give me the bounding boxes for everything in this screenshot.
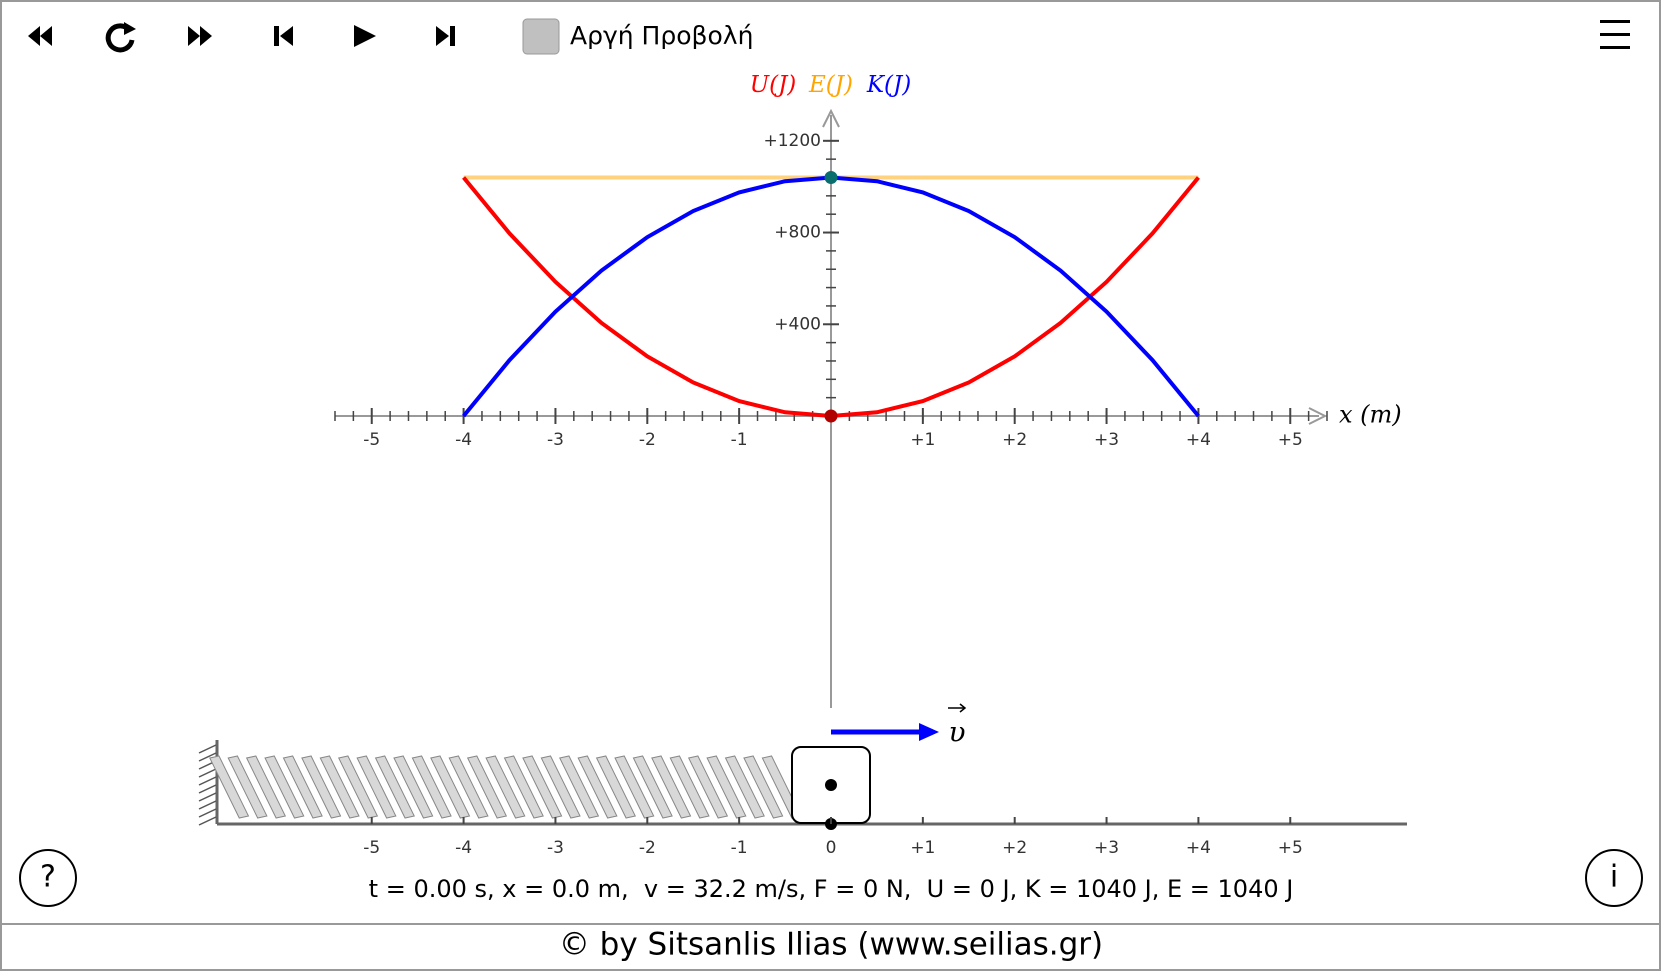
y-tick-label: +400 — [774, 314, 821, 334]
current-point — [824, 409, 838, 423]
x-tick-label: +4 — [1186, 430, 1211, 450]
x-tick-label: +5 — [1278, 430, 1303, 450]
spring-coil — [651, 755, 692, 819]
spring-coil — [209, 755, 250, 819]
wall-hatch — [198, 752, 217, 762]
ruler-tick-label: +2 — [1002, 838, 1027, 858]
spring-coil — [485, 755, 526, 819]
spring-coil — [559, 755, 600, 819]
checkbox-label[interactable]: Αργή Προβολή — [570, 21, 753, 50]
spring-coil — [356, 755, 397, 819]
step-back-button[interactable] — [274, 26, 293, 46]
x-tick-label: -4 — [455, 430, 472, 450]
fast-forward-button[interactable] — [188, 26, 212, 46]
ruler-tick-label: -4 — [455, 838, 472, 858]
current-point — [824, 171, 838, 185]
x-tick-label: -1 — [731, 430, 748, 450]
rewind-button[interactable] — [28, 26, 52, 46]
spring-coil — [227, 755, 268, 819]
spring-coil — [743, 755, 784, 819]
spring-coil — [448, 755, 489, 819]
info-button[interactable] — [1585, 849, 1643, 907]
spring-coil — [595, 755, 637, 819]
x-tick-label: -5 — [363, 430, 380, 450]
spring-coil — [245, 755, 287, 819]
help-icon[interactable]: ? — [40, 860, 56, 895]
x-axis-arrow — [1308, 407, 1328, 425]
wall-hatch — [198, 792, 217, 802]
spring-coil — [540, 755, 581, 819]
velocity-vector-sign — [948, 703, 967, 713]
toolbar: Αργή Προβολή — [28, 18, 1630, 55]
y-tick-label: +1200 — [763, 131, 821, 151]
spring-coil — [577, 755, 618, 819]
spring-coil — [724, 755, 765, 819]
wall-hatch — [198, 784, 217, 794]
spring-coil — [669, 755, 710, 819]
x-tick-label: +2 — [1002, 430, 1027, 450]
spring-coil — [301, 755, 342, 819]
spring-coil — [687, 755, 729, 819]
mass-center — [825, 779, 837, 791]
x-tick-label: +1 — [910, 430, 935, 450]
ruler-tick-label: +1 — [910, 838, 935, 858]
wall-hatch — [198, 776, 217, 786]
wall-hatch — [198, 800, 217, 810]
spring-coil — [632, 755, 673, 819]
legend-entry: E(J) — [808, 72, 853, 98]
footer-text: © by Sitsanlis Ilias (www.seilias.gr) — [559, 927, 1103, 963]
spring-coil — [503, 755, 544, 819]
ruler-tick-label: -3 — [547, 838, 564, 858]
spring-coil — [337, 755, 379, 819]
ruler-tick-label: +5 — [1278, 838, 1303, 858]
slow-motion-checkbox[interactable] — [522, 18, 560, 55]
spring-coil — [393, 755, 434, 819]
ruler-tick-label: -1 — [731, 838, 748, 858]
spring-coil — [282, 755, 323, 819]
play-button[interactable] — [354, 25, 376, 47]
x-tick-label: -2 — [639, 430, 656, 450]
spring-coil — [430, 755, 471, 819]
ruler-tick-label: -2 — [639, 838, 656, 858]
step-forward-button[interactable] — [436, 26, 455, 46]
reload-button[interactable] — [105, 22, 136, 53]
spring-coil — [411, 755, 452, 819]
spring-coil — [466, 755, 508, 819]
wall-hatch — [198, 816, 217, 826]
y-tick-label: +800 — [774, 223, 821, 243]
ruler-tick-label: 0 — [826, 838, 837, 858]
spring-coil — [264, 755, 305, 819]
spring-coil — [522, 755, 563, 819]
menu-button[interactable] — [1600, 20, 1630, 49]
ruler-tick-label: +3 — [1094, 838, 1119, 858]
spring-coil — [614, 755, 655, 819]
spring-coil — [374, 755, 415, 819]
legend-entry: U(J) — [750, 72, 797, 98]
x-tick-label: -3 — [547, 430, 564, 450]
velocity-arrowhead — [919, 723, 939, 741]
status-text: t = 0.00 s, x = 0.0 m, v = 32.2 m/s, F =… — [369, 875, 1294, 903]
legend-entry: K(J) — [866, 72, 911, 98]
wall-hatch — [198, 808, 217, 818]
info-icon[interactable]: i — [1610, 860, 1618, 895]
spring-coil — [706, 755, 747, 819]
x-tick-label: +3 — [1094, 430, 1119, 450]
velocity-label: υ — [948, 716, 965, 749]
ruler-tick-label: +4 — [1186, 838, 1211, 858]
x-axis-label: x (m) — [1339, 401, 1402, 429]
wall-hatch — [198, 768, 217, 778]
help-button[interactable] — [19, 849, 77, 907]
spring-coil — [319, 755, 360, 819]
y-axis-arrow — [822, 108, 840, 128]
ruler-tick-label: -5 — [363, 838, 380, 858]
wall-hatch — [198, 744, 217, 754]
